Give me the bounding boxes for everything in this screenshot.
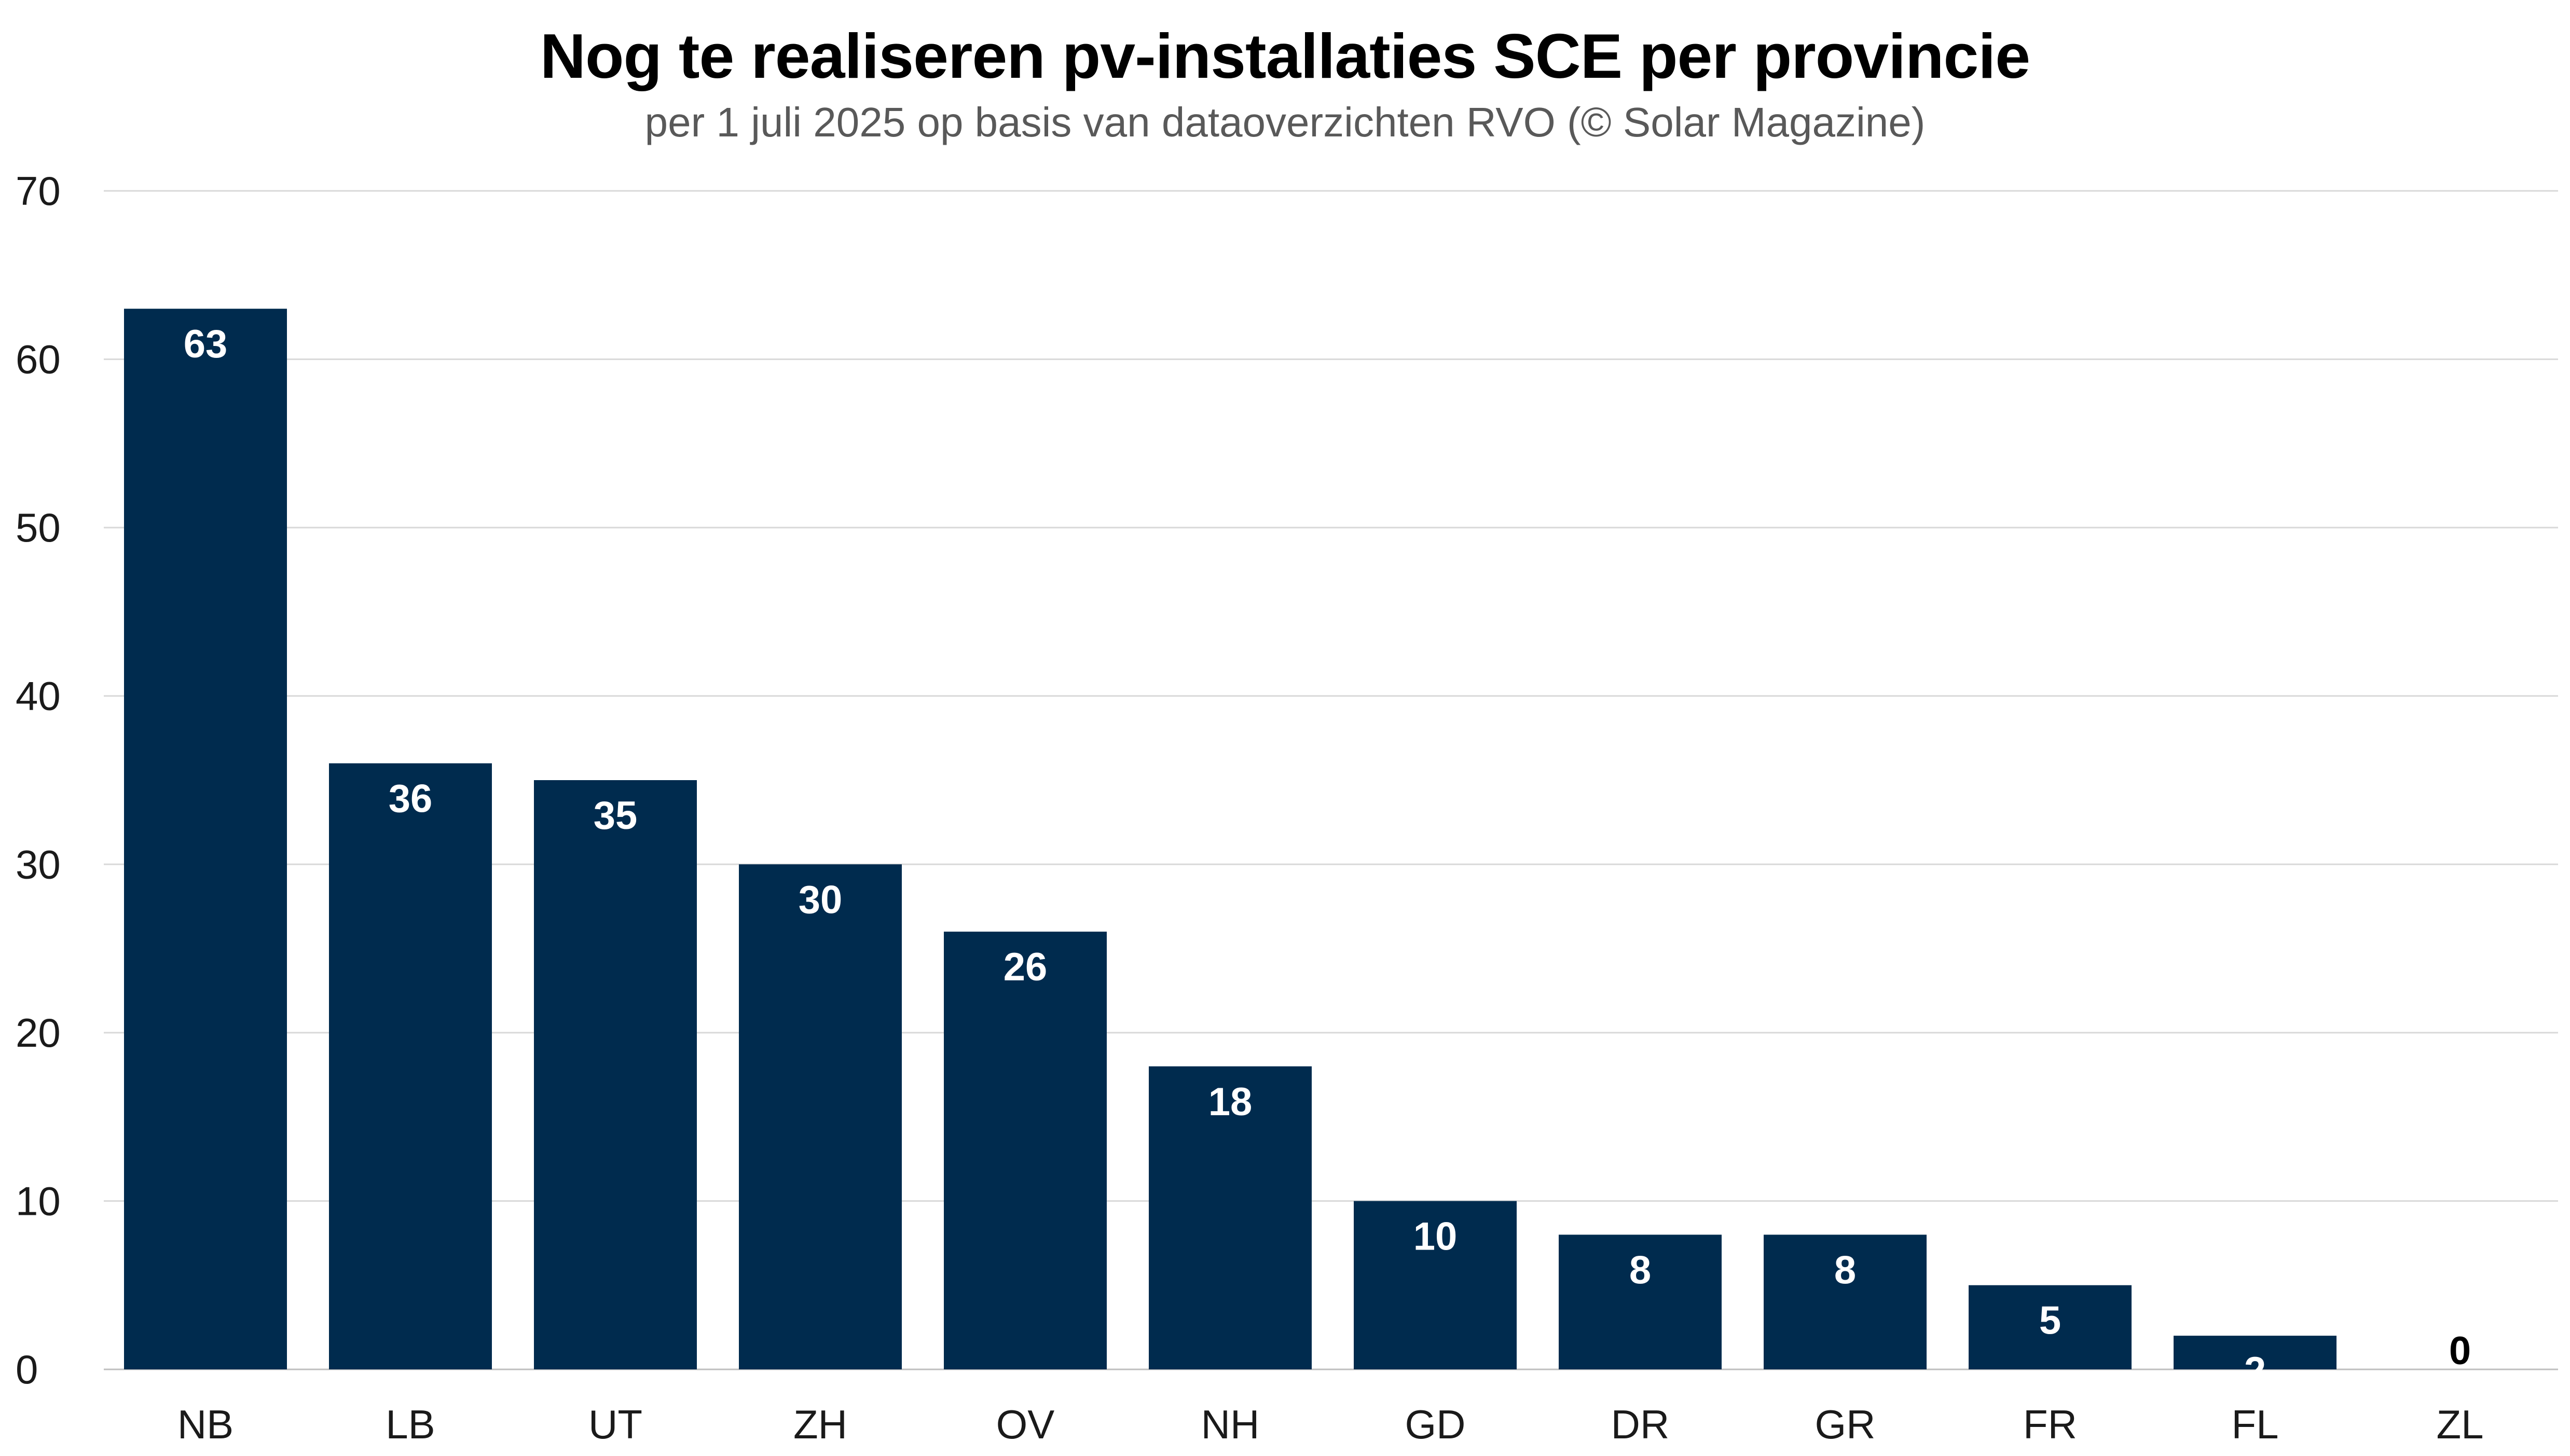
value-label-dr: 8 <box>1629 1248 1651 1292</box>
x-tick-label-lb: LB <box>386 1402 435 1447</box>
value-label-fl: 2 <box>2244 1349 2266 1393</box>
y-tick-label: 40 <box>16 673 61 719</box>
y-tick-label: 60 <box>16 337 61 382</box>
x-tick-label-zh: ZH <box>793 1402 847 1447</box>
y-tick-label: 30 <box>16 841 61 887</box>
value-labels: 63 36 35 30 26 18 10 8 8 5 2 0 <box>184 322 2471 1393</box>
value-label-lb: 36 <box>389 777 433 821</box>
value-label-zh: 30 <box>799 878 843 922</box>
chart-title: Nog te realiseren pv-installaties SCE pe… <box>540 21 2030 91</box>
bar-gd <box>1354 1201 1517 1369</box>
y-tick-label: 20 <box>16 1010 61 1056</box>
value-label-fr: 5 <box>2039 1299 2061 1343</box>
value-label-nh: 18 <box>1208 1080 1253 1124</box>
gridlines <box>104 190 2558 1370</box>
x-tick-label-fr: FR <box>2023 1402 2077 1447</box>
bar-zh <box>739 864 902 1369</box>
x-tick-label-nb: NB <box>177 1402 233 1447</box>
chart-subtitle: per 1 juli 2025 op basis van dataoverzic… <box>644 99 1926 145</box>
bars <box>124 309 2337 1370</box>
value-label-zl: 0 <box>2449 1329 2471 1373</box>
value-label-gr: 8 <box>1834 1248 1856 1292</box>
bar-lb <box>329 763 492 1369</box>
value-label-ov: 26 <box>1004 945 1048 989</box>
bar-ut <box>534 780 697 1369</box>
x-tick-label-ov: OV <box>996 1402 1055 1447</box>
bar-fl <box>2174 1336 2337 1369</box>
x-axis-labels: NB LB UT ZH OV NH GD DR GR FR FL ZL <box>177 1402 2484 1447</box>
x-tick-label-nh: NH <box>1201 1402 1260 1447</box>
value-label-gd: 10 <box>1413 1214 1458 1258</box>
x-tick-label-fl: FL <box>2231 1402 2278 1447</box>
y-tick-label: 10 <box>16 1178 61 1224</box>
x-tick-label-dr: DR <box>1611 1402 1670 1447</box>
y-tick-label: 50 <box>16 505 61 550</box>
value-label-nb: 63 <box>184 322 228 366</box>
bar-nb <box>124 309 287 1370</box>
bar-fr <box>1969 1285 2132 1369</box>
y-axis-ticks: 0 10 20 30 40 50 60 70 <box>16 168 61 1392</box>
value-label-ut: 35 <box>594 794 638 838</box>
bar-nh <box>1149 1066 1312 1369</box>
y-tick-label: 0 <box>16 1347 38 1392</box>
x-tick-label-ut: UT <box>588 1402 642 1447</box>
bar-dr <box>1559 1235 1722 1369</box>
x-tick-label-gr: GR <box>1815 1402 1876 1447</box>
bar-gr <box>1764 1235 1927 1369</box>
bar-ov <box>944 932 1107 1369</box>
x-tick-label-zl: ZL <box>2436 1402 2483 1447</box>
x-tick-label-gd: GD <box>1405 1402 1466 1447</box>
y-tick-label: 70 <box>16 168 61 214</box>
